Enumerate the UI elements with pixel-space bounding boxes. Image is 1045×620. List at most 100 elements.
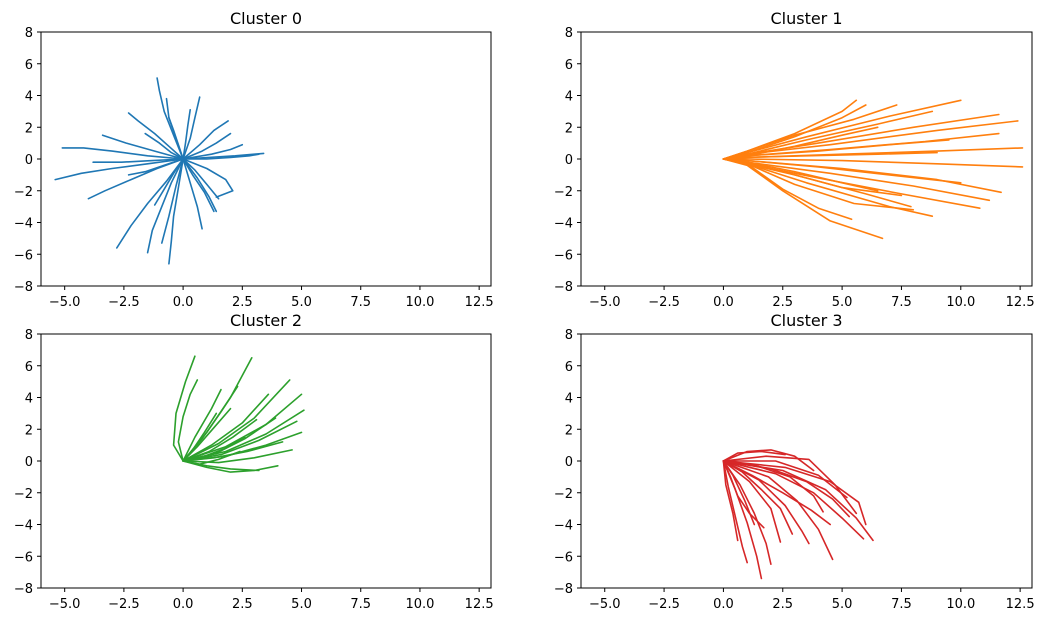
y-tick-label: −8 <box>554 582 573 597</box>
trajectory-line <box>182 393 270 462</box>
y-tick-label: −8 <box>554 280 573 295</box>
trajectory-line <box>722 450 786 462</box>
trajectory-line <box>722 158 962 184</box>
trajectory-line <box>61 147 184 160</box>
trajectory-line <box>722 460 867 526</box>
trajectory-line <box>722 460 865 540</box>
trajectory-line <box>116 158 184 249</box>
y-tick-label: −6 <box>14 248 33 263</box>
trajectory-line <box>101 134 184 160</box>
x-tick-label: 5.0 <box>291 295 312 310</box>
trajectory-line <box>182 158 220 200</box>
y-tick-label: 4 <box>25 90 33 105</box>
trajectory-line <box>182 418 258 462</box>
y-tick-label: 0 <box>565 153 573 168</box>
chart-panel-1: −5.0 −2.5 0.0 2.5 5.0 7.5 10.0 12.5 −8 −6 −4 −2 0 2 4 6… <box>554 9 1035 310</box>
y-tick-label: −2 <box>554 185 573 200</box>
y-tick-label: −2 <box>14 185 33 200</box>
trajectory-line <box>168 158 184 265</box>
trajectory-line <box>146 158 184 254</box>
y-tick-label: 0 <box>25 455 33 470</box>
trajectory-line <box>182 420 298 462</box>
trajectory-line <box>722 460 765 529</box>
y-tick-label: −2 <box>554 487 573 502</box>
x-tick-label: 10.0 <box>946 295 975 310</box>
trajectory-line <box>722 460 739 542</box>
x-tick-label: −2.5 <box>108 597 140 612</box>
x-tick-label: −5.0 <box>49 295 81 310</box>
x-tick-label: 10.0 <box>946 597 975 612</box>
trajectory-line <box>182 450 241 466</box>
trajectory-line <box>182 153 260 160</box>
trajectory-line <box>182 143 244 160</box>
x-tick-label: −5.0 <box>49 597 81 612</box>
trajectory-line <box>182 460 279 473</box>
x-tick-label: 7.5 <box>891 597 912 612</box>
y-tick-label: 4 <box>565 90 573 105</box>
trajectory-line <box>182 409 305 462</box>
trajectory-line <box>182 132 232 160</box>
trajectory-line <box>182 449 293 464</box>
trajectory-line <box>161 158 184 244</box>
chart-title: Cluster 1 <box>770 9 842 28</box>
y-tick-label: 8 <box>565 26 573 41</box>
x-tick-label: 5.0 <box>832 295 853 310</box>
chart-panel-0: −5.0 −2.5 0.0 2.5 5.0 7.5 10.0 12.5 −8 −6 −4 −2 0 2 4 6… <box>14 9 494 310</box>
y-tick-label: −2 <box>14 487 33 502</box>
y-tick-label: 8 <box>25 328 33 343</box>
series-group <box>54 77 265 265</box>
y-tick-label: −6 <box>554 550 573 565</box>
y-tick-label: 8 <box>565 328 573 343</box>
y-tick-label: −8 <box>14 582 33 597</box>
trajectory-line <box>722 460 824 513</box>
x-tick-label: 5.0 <box>291 597 312 612</box>
series-group <box>172 355 305 473</box>
x-tick-label: −5.0 <box>589 295 621 310</box>
x-tick-label: −2.5 <box>648 597 680 612</box>
y-tick-label: 0 <box>565 455 573 470</box>
trajectory-line <box>722 449 815 472</box>
trajectory-line <box>722 460 756 526</box>
trajectory-line <box>153 158 184 206</box>
y-tick-label: 6 <box>25 58 33 73</box>
x-tick-label: 0.0 <box>173 295 194 310</box>
trajectory-line <box>722 158 903 197</box>
y-tick-label: 2 <box>25 423 33 438</box>
x-tick-label: 2.5 <box>232 295 253 310</box>
x-tick-label: 12.5 <box>465 597 494 612</box>
y-tick-label: −6 <box>14 550 33 565</box>
y-tick-label: 2 <box>565 423 573 438</box>
trajectory-line <box>182 158 215 213</box>
chart-panel-2: −5.0 −2.5 0.0 2.5 5.0 7.5 10.0 12.5 −8 −6 −4 −2 0 2 4 6… <box>14 311 494 612</box>
trajectory-line <box>172 355 196 462</box>
y-tick-label: −4 <box>14 519 33 534</box>
y-tick-label: −8 <box>14 280 33 295</box>
trajectory-line <box>722 158 884 240</box>
x-tick-label: 2.5 <box>772 295 793 310</box>
trajectory-line <box>182 120 229 160</box>
y-tick-label: 4 <box>565 392 573 407</box>
trajectory-line <box>182 388 222 462</box>
trajectory-line <box>722 460 794 535</box>
chart-panel-3: −5.0 −2.5 0.0 2.5 5.0 7.5 10.0 12.5 −8 −6 −4 −2 0 2 4 6… <box>554 311 1035 612</box>
y-tick-label: −4 <box>14 217 33 232</box>
y-tick-label: −6 <box>554 248 573 263</box>
trajectory-line <box>182 158 234 198</box>
x-tick-label: 12.5 <box>465 295 494 310</box>
x-tick-label: 12.5 <box>1006 295 1035 310</box>
trajectory-line <box>127 112 184 160</box>
y-tick-label: 6 <box>565 360 573 375</box>
x-tick-label: 12.5 <box>1006 597 1035 612</box>
x-tick-label: 5.0 <box>832 597 853 612</box>
trajectory-line <box>182 158 218 213</box>
trajectory-line <box>722 158 1024 168</box>
trajectory-line <box>182 356 253 462</box>
series-group <box>722 99 1024 240</box>
trajectory-line <box>722 99 962 160</box>
x-tick-label: −5.0 <box>589 597 621 612</box>
y-tick-label: 6 <box>565 58 573 73</box>
y-tick-label: 6 <box>25 360 33 375</box>
y-tick-label: 4 <box>25 392 33 407</box>
x-tick-label: 7.5 <box>350 295 371 310</box>
